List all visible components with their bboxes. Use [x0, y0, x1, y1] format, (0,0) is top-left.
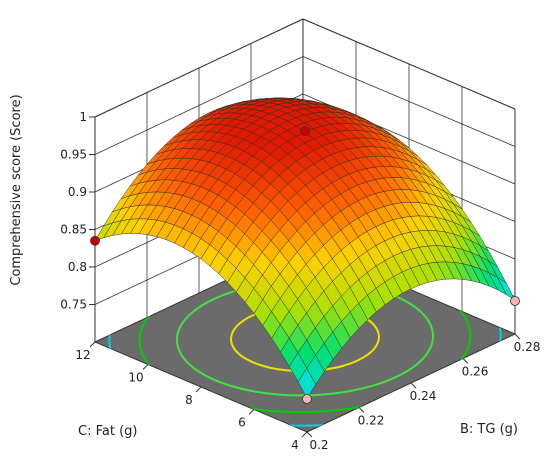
x-tick-mark [358, 407, 365, 413]
y-tick-label: 8 [185, 393, 193, 407]
x-tick-label: 0.24 [410, 389, 437, 403]
x-tick-mark [306, 431, 313, 438]
design-point [510, 296, 520, 306]
x-tick-mark [514, 333, 521, 340]
x-axis-label: B: TG (g) [460, 422, 518, 437]
y-tick-mark [142, 364, 149, 370]
y-tick-mark [301, 431, 308, 438]
z-tick-label: 0.85 [60, 223, 87, 237]
wall-edge [302, 18, 516, 110]
x-tick-label: 0.2 [309, 438, 328, 452]
y-tick-mark [248, 409, 255, 415]
z-tick-label: 0.9 [68, 185, 87, 199]
design-point [90, 235, 100, 246]
x-tick-mark [410, 382, 417, 389]
y-tick-mark [195, 386, 202, 393]
z-tick-label: 0.8 [68, 260, 87, 274]
x-tick-label: 0.22 [358, 414, 385, 428]
z-tick-label: 1 [79, 110, 87, 124]
wall-edge [94, 18, 304, 118]
design-points [90, 126, 520, 404]
axis-ticks: 0.75 0.8 0.85 0.9 0.95 1 0.2 0.22 0.24 0.26 0.28 4 6… [60, 110, 540, 452]
design-point [302, 394, 312, 404]
z-axis-label: Comprehensive score (Score) [9, 94, 24, 285]
z-tick-label: 0.75 [60, 298, 87, 312]
y-tick-mark [89, 341, 96, 348]
y-axis-label: C: Fat (g) [78, 424, 137, 439]
x-tick-mark [462, 358, 469, 364]
y-tick-label: 6 [238, 416, 246, 430]
design-point [300, 126, 310, 136]
z-tick-label: 0.95 [60, 148, 87, 162]
y-tick-label: 12 [75, 348, 90, 362]
y-tick-label: 10 [128, 371, 143, 385]
surface-cell [297, 367, 316, 399]
response-surface [94, 97, 516, 399]
x-tick-label: 0.28 [514, 340, 541, 354]
y-tick-label: 4 [291, 438, 299, 452]
x-tick-label: 0.26 [462, 365, 489, 379]
